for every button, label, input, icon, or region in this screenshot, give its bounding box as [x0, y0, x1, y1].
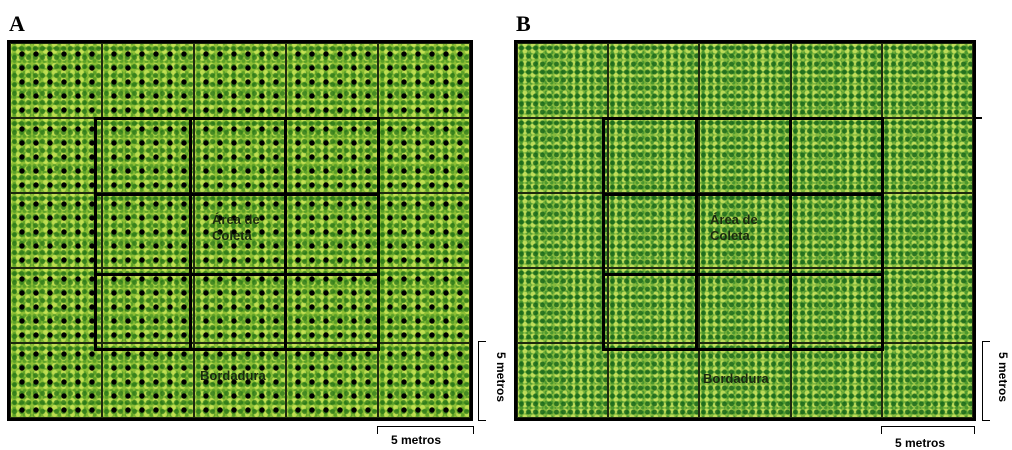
plot-grid-b [514, 40, 976, 421]
border-plot-a-r5c2 [102, 343, 194, 418]
border-plot-a-r2c1 [10, 118, 102, 193]
border-plot-a-r1c2 [102, 43, 194, 118]
height-dimension-bracket-b [982, 341, 990, 421]
border-plot-b-r4c5 [881, 268, 973, 343]
collection-plot-b-r2c3 [699, 118, 791, 193]
height-dimension-label-b: 5 metros [996, 352, 1010, 403]
border-plot-b-r3c1 [517, 193, 609, 268]
border-plot-a-r1c1 [10, 43, 102, 118]
border-plot-b-r3c5 [881, 193, 973, 268]
collection-plot-a-r4c4 [286, 268, 378, 343]
collection-area-label-a: Área de Coleta [212, 212, 260, 243]
border-plot-b-r4c1 [517, 268, 609, 343]
grid-line-overflow-b [976, 117, 982, 119]
border-label-a: Bordadura [200, 368, 266, 383]
border-plot-a-r5c1 [10, 343, 102, 418]
collection-plot-a-r3c4 [286, 193, 378, 268]
height-dimension-bracket-a [478, 341, 486, 421]
border-plot-a-r2c5 [378, 118, 470, 193]
border-plot-a-r1c5 [378, 43, 470, 118]
border-plot-b-r5c3 [699, 343, 791, 418]
collection-plot-b-r3c2 [608, 193, 700, 268]
collection-plot-b-r4c2 [608, 268, 700, 343]
width-dimension-label-b: 5 metros [895, 436, 946, 450]
collection-area-label-b: Área de Coleta [710, 212, 758, 243]
border-plot-a-r1c3 [194, 43, 286, 118]
border-plot-b-r1c2 [608, 43, 700, 118]
width-dimension-label-a: 5 metros [391, 433, 442, 447]
collection-plot-b-r3c4 [790, 193, 882, 268]
border-plot-a-r5c4 [286, 343, 378, 418]
collection-plot-b-r2c4 [790, 118, 882, 193]
border-plot-b-r5c4 [790, 343, 882, 418]
border-plot-a-r5c5 [378, 343, 470, 418]
panel-b-letter: B [516, 11, 531, 36]
border-plot-a-r3c1 [10, 193, 102, 268]
collection-plot-b-r4c4 [790, 268, 882, 343]
collection-plot-a-r3c2 [102, 193, 194, 268]
border-plot-a-r4c1 [10, 268, 102, 343]
border-plot-b-r5c2 [608, 343, 700, 418]
collection-plot-a-r3c3 [194, 193, 286, 268]
plot-grid-a [7, 40, 473, 421]
collection-plot-b-r4c3 [699, 268, 791, 343]
collection-plot-a-r2c2 [102, 118, 194, 193]
height-dimension-label-a: 5 metros [494, 352, 508, 403]
width-dimension-bracket-b [881, 426, 975, 434]
collection-plot-a-r4c2 [102, 268, 194, 343]
collection-plot-b-r3c3 [699, 193, 791, 268]
border-plot-a-r4c5 [378, 268, 470, 343]
border-plot-a-r3c5 [378, 193, 470, 268]
collection-plot-a-r2c3 [194, 118, 286, 193]
border-plot-b-r2c1 [517, 118, 609, 193]
width-dimension-bracket-a [377, 426, 474, 434]
border-plot-b-r1c1 [517, 43, 609, 118]
collection-plot-a-r2c4 [286, 118, 378, 193]
collection-plot-b-r2c2 [608, 118, 700, 193]
border-plot-a-r5c3 [194, 343, 286, 418]
border-plot-b-r1c3 [699, 43, 791, 118]
border-plot-b-r5c5 [881, 343, 973, 418]
border-plot-b-r1c4 [790, 43, 882, 118]
border-label-b: Bordadura [703, 371, 769, 386]
collection-plot-a-r4c3 [194, 268, 286, 343]
border-plot-a-r1c4 [286, 43, 378, 118]
border-plot-b-r2c5 [881, 118, 973, 193]
panel-a-letter: A [9, 11, 25, 36]
border-plot-b-r5c1 [517, 343, 609, 418]
border-plot-b-r1c5 [881, 43, 973, 118]
